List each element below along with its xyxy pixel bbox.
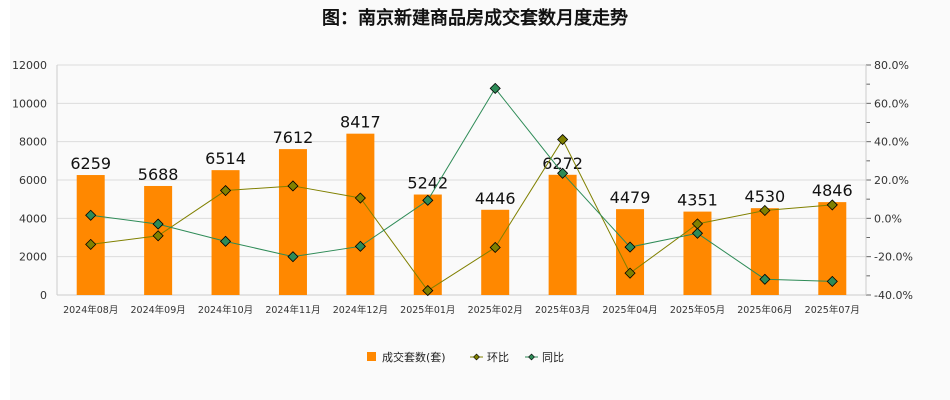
bar xyxy=(76,175,105,295)
y-tick-label: 0 xyxy=(40,289,47,302)
bar-data-label: 5242 xyxy=(407,174,448,193)
y2-tick-label: 80.0% xyxy=(874,59,909,72)
line-point xyxy=(152,218,164,230)
line-point xyxy=(354,240,366,252)
line-point xyxy=(624,241,636,253)
line-point xyxy=(287,251,299,263)
line-point xyxy=(826,199,838,211)
line-point xyxy=(422,285,434,297)
y-tick-label: 8000 xyxy=(19,136,47,149)
line-point xyxy=(691,227,704,239)
x-tick-label: 2024年10月 xyxy=(198,304,253,316)
chart-title: 图：南京新建商品房成交套数月度走势 xyxy=(322,8,628,29)
x-tick-label: 2025年06月 xyxy=(737,304,792,316)
line-point xyxy=(287,180,299,192)
y-tick-label: 6000 xyxy=(19,174,47,187)
y2-tick-label: 0.0% xyxy=(874,212,902,225)
legend-marker xyxy=(528,353,535,361)
bar-data-label: 4530 xyxy=(745,187,786,206)
legend-label: 成交套数(套) xyxy=(382,350,446,364)
line-point xyxy=(557,133,569,146)
x-tick-label: 2025年07月 xyxy=(805,304,860,316)
line-point xyxy=(489,82,501,94)
bar-data-label: 6259 xyxy=(70,154,111,173)
bar-data-label: 4351 xyxy=(677,191,718,210)
line-point xyxy=(85,238,97,250)
x-tick-label: 2025年02月 xyxy=(468,304,523,316)
legend-swatch xyxy=(367,352,376,361)
x-tick-label: 2025年04月 xyxy=(602,304,657,316)
x-tick-label: 2025年01月 xyxy=(400,304,455,316)
bar-data-label: 5688 xyxy=(138,165,179,184)
line-point xyxy=(759,273,771,285)
line-point xyxy=(489,241,501,254)
line-point xyxy=(759,204,771,217)
line-point xyxy=(624,267,636,279)
x-tick-label: 2025年03月 xyxy=(535,304,590,316)
y2-tick-label: 60.0% xyxy=(874,97,909,110)
bar-data-label: 4479 xyxy=(610,188,651,207)
y-tick-label: 4000 xyxy=(19,212,47,225)
bar-data-label: 6272 xyxy=(542,154,583,173)
line-point xyxy=(422,194,434,206)
y-tick-label: 2000 xyxy=(19,251,47,264)
line-point xyxy=(85,209,97,221)
line-同比 xyxy=(90,87,833,282)
y-tick-label: 12000 xyxy=(12,59,47,72)
y-tick-label: 10000 xyxy=(12,97,47,110)
line-point xyxy=(557,167,569,179)
legend-marker xyxy=(473,353,480,361)
line-point xyxy=(354,192,366,204)
legend-label: 同比 xyxy=(542,351,564,364)
line-point xyxy=(826,275,838,287)
x-tick-label: 2024年11月 xyxy=(265,304,320,316)
legend-label: 环比 xyxy=(487,351,509,364)
bar xyxy=(413,194,442,295)
bar xyxy=(346,133,375,295)
bar-data-label: 4446 xyxy=(475,189,516,208)
line-point xyxy=(219,235,232,247)
line-环比 xyxy=(90,138,833,292)
y2-tick-label: 20.0% xyxy=(874,174,909,187)
bar-data-label: 8417 xyxy=(340,113,381,132)
bar-data-label: 7612 xyxy=(273,128,314,147)
bar xyxy=(548,174,577,295)
y2-tick-label: 40.0% xyxy=(874,136,909,149)
bar-data-label: 6514 xyxy=(205,149,246,168)
x-tick-label: 2024年08月 xyxy=(63,304,118,316)
bar-data-label: 4846 xyxy=(812,181,853,200)
x-tick-label: 2024年12月 xyxy=(333,304,388,316)
y2-tick-label: -20.0% xyxy=(874,251,913,264)
y2-tick-label: -40.0% xyxy=(874,289,913,302)
line-point xyxy=(152,230,164,242)
x-tick-label: 2024年09月 xyxy=(130,304,185,316)
line-point xyxy=(219,184,232,197)
bar xyxy=(278,149,307,295)
x-tick-label: 2025年05月 xyxy=(670,304,725,316)
